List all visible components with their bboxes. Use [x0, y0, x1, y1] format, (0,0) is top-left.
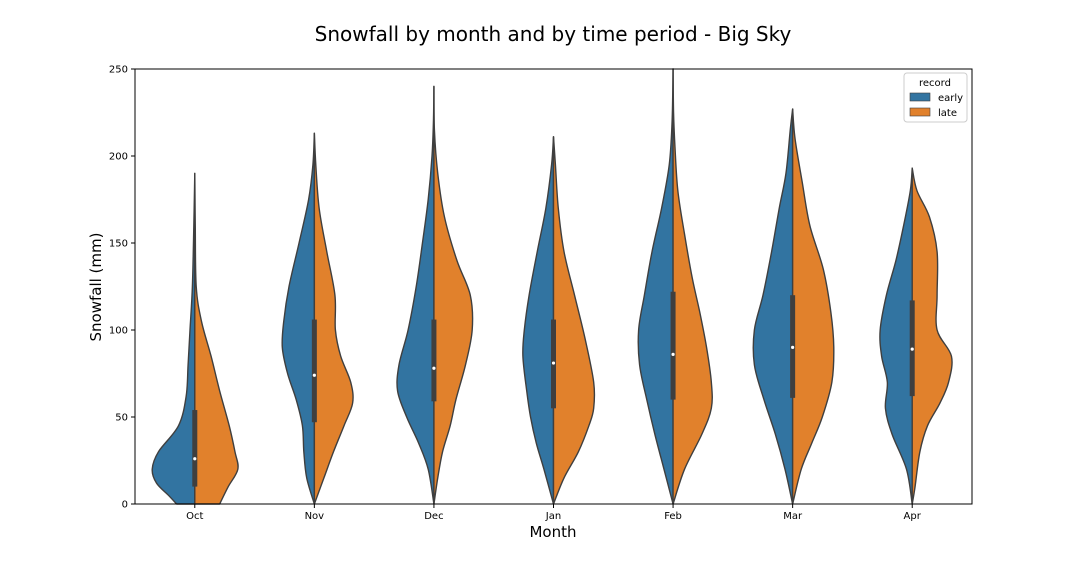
- legend-label-early: early: [938, 93, 963, 104]
- violin-late-feb: [672, 68, 713, 505]
- plot-area: [151, 68, 953, 505]
- violin-early-nov: [281, 132, 316, 505]
- violin-late-nov: [313, 132, 354, 505]
- median-point-apr: [910, 347, 914, 351]
- y-tick-label: 50: [115, 413, 128, 424]
- box-feb: [670, 291, 676, 400]
- median-point-jan: [551, 361, 556, 365]
- x-tick-label: Nov: [305, 511, 325, 522]
- violin-early-oct: [151, 172, 196, 505]
- y-tick-label: 100: [109, 326, 128, 337]
- median-point-feb: [671, 352, 675, 356]
- violin-late-mar: [791, 108, 835, 505]
- violin-late-apr: [911, 167, 953, 505]
- box-dec: [431, 319, 437, 402]
- violin-early-mar: [752, 108, 794, 505]
- legend-swatch-early: [909, 92, 931, 102]
- x-axis-label: Month: [529, 523, 576, 541]
- violin-late-jan: [552, 136, 596, 505]
- x-tick-label: Dec: [424, 511, 443, 522]
- box-nov: [311, 319, 317, 423]
- y-tick-label: 250: [109, 65, 128, 76]
- violin-late-oct: [194, 172, 239, 505]
- legend-swatch-late: [909, 107, 931, 117]
- violin-early-jan: [522, 136, 555, 505]
- y-tick-label: 0: [122, 500, 128, 511]
- median-point-oct: [193, 457, 197, 461]
- box-oct: [192, 410, 198, 487]
- median-point-mar: [791, 345, 795, 349]
- legend-title: record: [919, 78, 951, 89]
- x-tick-label: Apr: [904, 511, 922, 522]
- legend: record early late: [903, 72, 968, 123]
- axes: 0 50 100 150 200 250 Oct Nov Dec Jan Feb Mar Apr: [109, 65, 922, 523]
- legend-label-late: late: [938, 108, 957, 119]
- violin-early-feb: [637, 68, 674, 505]
- median-point-dec: [432, 366, 436, 370]
- x-tick-label: Jan: [545, 511, 561, 522]
- violin-late-dec: [433, 85, 474, 505]
- y-tick-label: 200: [109, 152, 128, 163]
- x-tick-label: Mar: [783, 511, 803, 522]
- y-tick-label: 150: [109, 239, 128, 250]
- x-tick-label: Feb: [664, 511, 682, 522]
- violin-early-dec: [396, 85, 435, 505]
- violin-early-apr: [879, 167, 913, 505]
- chart-title: Snowfall by month and by time period - B…: [315, 22, 792, 46]
- y-axis-label: Snowfall (mm): [87, 233, 105, 342]
- median-point-nov: [312, 373, 316, 377]
- x-tick-label: Oct: [186, 511, 203, 522]
